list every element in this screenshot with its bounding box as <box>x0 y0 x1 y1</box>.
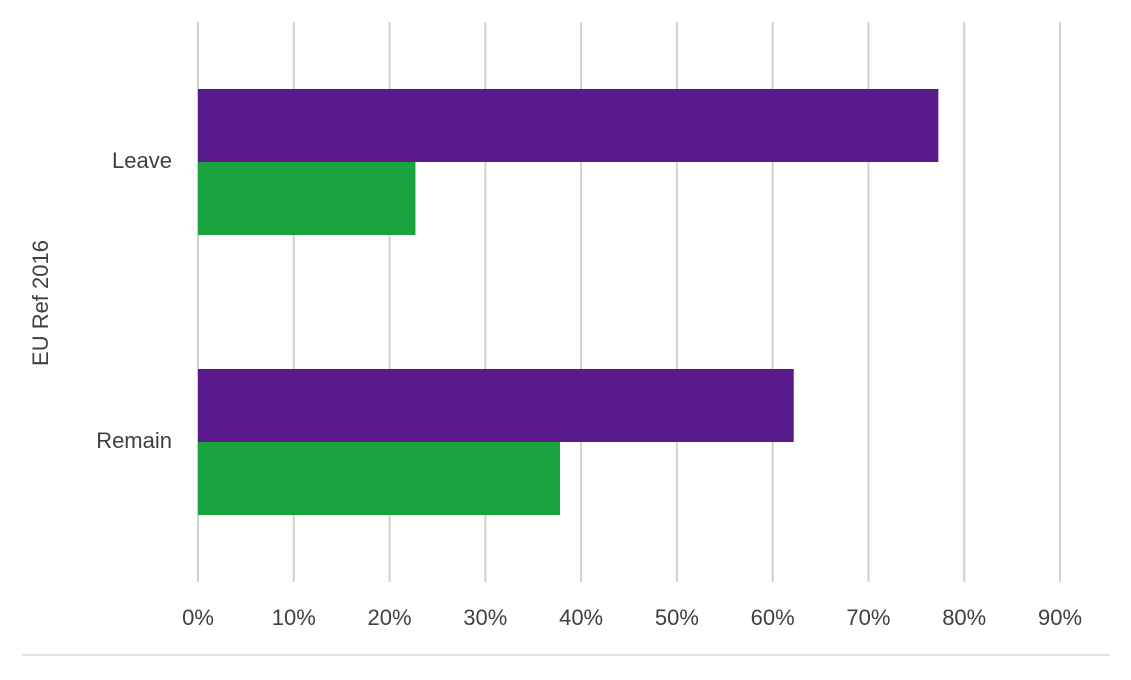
x-tick-label: 50% <box>655 605 699 630</box>
y-tick-label: Remain <box>96 428 172 453</box>
x-tick-label: 10% <box>272 605 316 630</box>
x-tick-label: 80% <box>942 605 986 630</box>
bar <box>198 162 416 235</box>
x-tick-label: 40% <box>559 605 603 630</box>
x-tick-label: 60% <box>751 605 795 630</box>
y-axis-label: EU Ref 2016 <box>28 240 53 366</box>
x-tick-label: 20% <box>368 605 412 630</box>
bar <box>198 442 561 515</box>
bar <box>198 369 794 442</box>
y-tick-label: Leave <box>112 148 172 173</box>
x-tick-label: 0% <box>182 605 214 630</box>
x-tick-label: 30% <box>463 605 507 630</box>
x-tick-label: 70% <box>846 605 890 630</box>
bar <box>198 89 939 162</box>
x-tick-label: 90% <box>1038 605 1082 630</box>
